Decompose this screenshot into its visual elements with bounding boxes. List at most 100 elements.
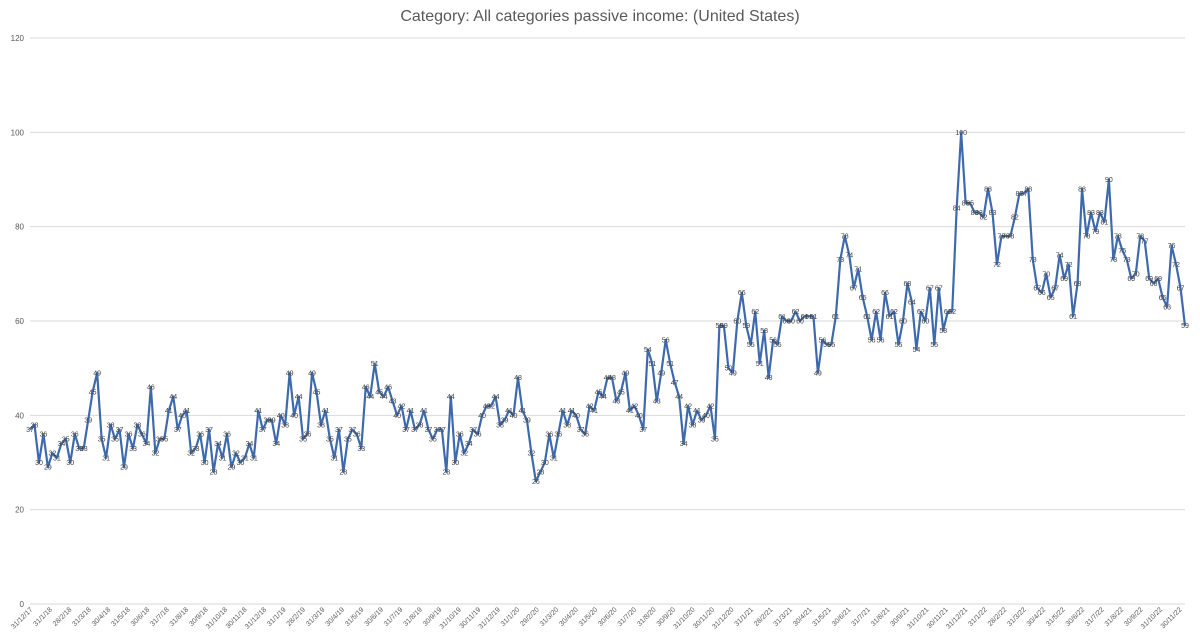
data-label: 83 [1096,210,1104,217]
data-label: 74 [1056,252,1064,259]
x-tick-label: 31/12/21 [945,606,969,630]
y-tick-label: 0 [20,600,25,609]
data-label: 32 [460,451,468,458]
x-tick-label: 30/6/20 [597,606,619,628]
data-label: 73 [1123,257,1131,264]
data-label: 56 [868,337,876,344]
data-label: 49 [657,370,665,377]
data-label: 44 [492,394,500,401]
x-tick-label: 28/2/18 [52,606,74,628]
data-label: 36 [40,432,48,439]
data-label: 34 [272,441,280,448]
x-tick-label: 31/5/19 [344,606,366,628]
x-tick-label: 31/8/22 [1104,606,1126,628]
data-label: 76 [1168,243,1176,250]
data-label: 41 [568,408,576,415]
data-label: 28 [210,469,218,476]
data-label: 49 [814,370,822,377]
data-label: 61 [778,314,786,321]
data-label: 35 [160,436,168,443]
data-label: 78 [1002,234,1010,241]
data-label: 62 [948,309,956,316]
data-label: 75 [1118,248,1126,255]
data-label: 100 [955,130,967,137]
data-label: 32 [232,451,240,458]
data-label: 39 [263,418,271,425]
data-label: 35 [156,436,164,443]
data-label: 83 [971,210,979,217]
data-label: 62 [944,309,952,316]
data-label: 41 [407,408,415,415]
data-label: 40 [277,413,285,420]
data-label: 69 [1154,276,1162,283]
data-label: 33 [75,446,83,453]
x-tick-label: 30/4/20 [558,606,580,628]
data-label: 40 [510,413,518,420]
data-label: 32 [151,451,159,458]
data-label: 35 [98,436,106,443]
data-label: 59 [716,323,724,330]
data-label: 31 [102,455,110,462]
x-tick-label: 31/7/20 [617,606,639,628]
data-label: 37 [205,427,213,434]
data-label: 37 [438,427,446,434]
x-tick-label: 31/12/17 [10,606,34,630]
data-label: 31 [53,455,61,462]
data-label: 90 [1105,177,1113,184]
x-tick-label: 30/4/18 [91,606,113,628]
data-label: 78 [841,234,849,241]
data-label: 34 [245,441,253,448]
y-tick-label: 20 [15,506,24,515]
data-label: 56 [818,337,826,344]
data-label: 32 [187,451,195,458]
data-label: 51 [371,361,379,368]
data-label: 28 [442,469,450,476]
data-label: 37 [639,427,647,434]
data-label: 73 [1109,257,1117,264]
x-tick-label: 31/8/18 [169,606,191,628]
chart-title: Category: All categories passive income:… [400,8,800,25]
y-tick-label: 80 [15,223,24,232]
data-label: 49 [622,370,630,377]
data-label: 41 [626,408,634,415]
data-label: 44 [380,394,388,401]
data-label: 65 [859,295,867,302]
data-label: 63 [1163,304,1171,311]
data-label: 38 [496,422,504,429]
data-label: 55 [930,342,938,349]
data-label: 30 [237,460,245,467]
data-label: 31 [219,455,227,462]
data-label: 42 [487,403,495,410]
data-label: 42 [586,403,594,410]
x-tick-label: 31/1/19 [266,606,288,628]
data-label: 39 [523,418,531,425]
x-tick-label: 30/4/21 [792,606,814,628]
data-label: 46 [384,385,392,392]
data-label: 31 [241,455,249,462]
data-label: 31 [331,455,339,462]
data-label: 72 [1065,262,1073,269]
data-label: 44 [169,394,177,401]
y-tick-label: 100 [11,128,25,137]
data-label: 38 [31,422,39,429]
x-tick-label: 30/6/21 [831,606,853,628]
data-label: 72 [1172,262,1180,269]
data-label: 35 [111,436,119,443]
data-label: 72 [993,262,1001,269]
x-tick-label: 30/11/22 [1160,606,1184,630]
data-label: 68 [1074,281,1082,288]
data-label: 30 [35,460,43,467]
data-label: 36 [304,432,312,439]
data-label: 41 [254,408,262,415]
x-tick-label: 30/4/22 [1026,606,1048,628]
data-label: 32 [527,451,535,458]
data-label: 35 [429,436,437,443]
data-label: 37 [577,427,585,434]
data-label: 73 [836,257,844,264]
data-label: 37 [26,427,34,434]
data-label: 37 [348,427,356,434]
data-label: 45 [313,389,321,396]
data-label: 49 [286,370,294,377]
data-label: 45 [89,389,97,396]
